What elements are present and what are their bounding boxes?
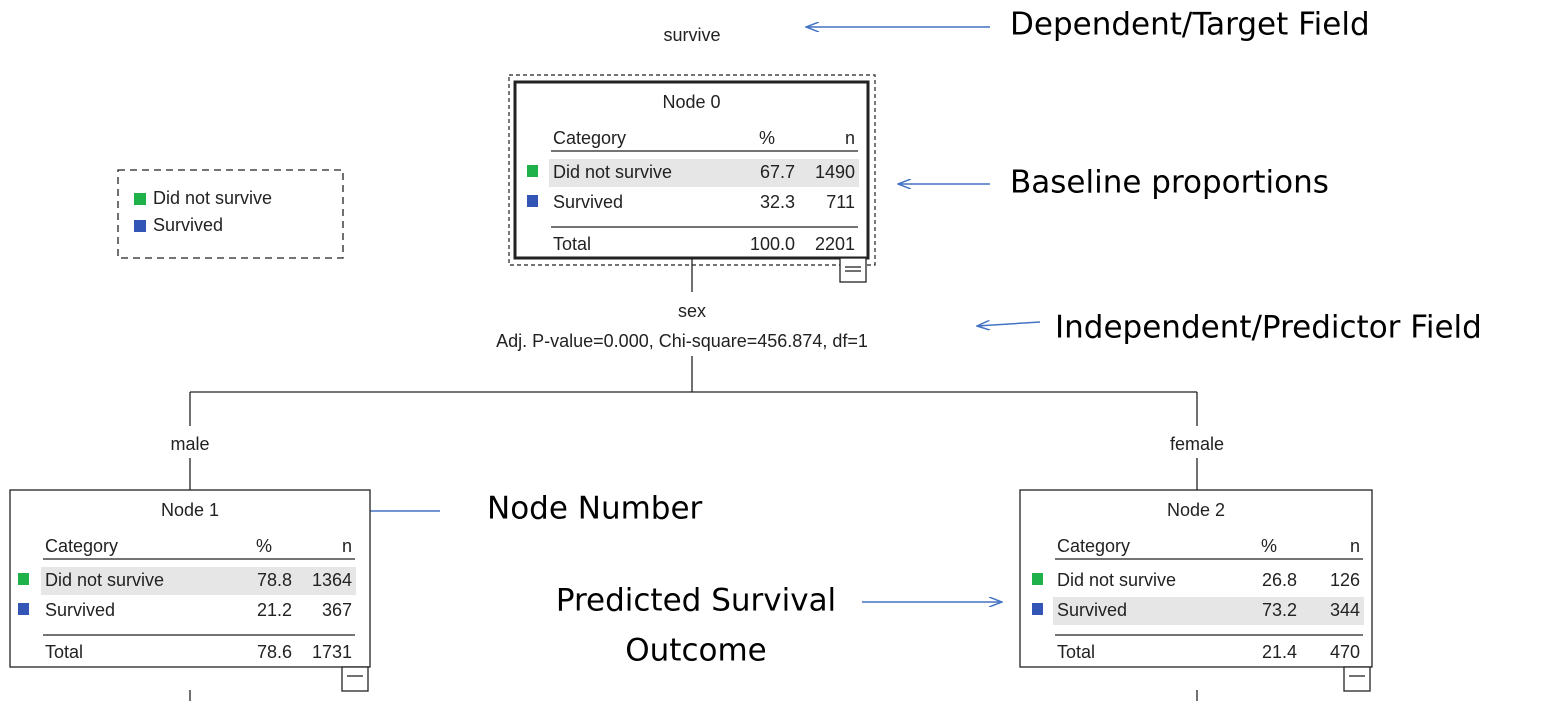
table-cell: 21.4	[1262, 642, 1297, 662]
table-cell: 2201	[815, 234, 855, 254]
annotation: Node Number	[487, 491, 703, 527]
annotation: Baseline proportions	[1010, 165, 1329, 201]
node-title: Node 2	[1167, 500, 1225, 520]
header-cell: n	[845, 128, 855, 148]
table-cell: 78.8	[257, 570, 292, 590]
table-cell: Did not survive	[45, 570, 164, 590]
row-highlight	[41, 567, 356, 595]
table-cell: 470	[1330, 642, 1360, 662]
category-swatch	[1032, 573, 1043, 585]
split-field: sex	[678, 301, 706, 321]
table-cell: Total	[45, 642, 83, 662]
table-cell: 21.2	[257, 600, 292, 620]
category-swatch	[18, 603, 29, 615]
table-cell: 367	[322, 600, 352, 620]
table-cell: Total	[553, 234, 591, 254]
legend-swatch	[134, 220, 146, 232]
row-highlight	[549, 159, 859, 187]
legend-label: Survived	[153, 215, 223, 235]
table-cell: Survived	[1057, 600, 1127, 620]
node-title: Node 0	[662, 92, 720, 112]
table-cell: 711	[826, 192, 855, 212]
header-cell: Category	[1057, 536, 1130, 556]
table-cell: Survived	[45, 600, 115, 620]
legend-swatch	[134, 193, 146, 205]
table-cell: 126	[1330, 570, 1360, 590]
row-highlight	[1053, 597, 1364, 625]
branch-label: female	[1170, 434, 1224, 454]
node-title: Node 1	[161, 500, 219, 520]
table-cell: 100.0	[750, 234, 795, 254]
target-field: survive	[663, 25, 720, 45]
node-box	[1019, 489, 1373, 668]
annotation: Outcome	[625, 633, 766, 669]
annotation: Dependent/Target Field	[1010, 7, 1370, 43]
table-cell: 1490	[815, 162, 855, 182]
table-cell: 78.6	[257, 642, 292, 662]
header-cell: %	[256, 536, 272, 556]
header-cell: %	[759, 128, 775, 148]
header-cell: Category	[45, 536, 118, 556]
table-cell: 73.2	[1262, 600, 1297, 620]
annotation-arrow	[977, 322, 1041, 326]
legend-box	[117, 169, 344, 259]
table-cell: 67.7	[760, 162, 795, 182]
category-swatch	[18, 573, 29, 585]
category-swatch	[527, 195, 538, 207]
table-cell: 1364	[312, 570, 352, 590]
table-cell: 26.8	[1262, 570, 1297, 590]
table-cell: 1731	[312, 642, 352, 662]
table-cell: Did not survive	[553, 162, 672, 182]
collapse-toggle[interactable]	[839, 257, 867, 283]
table-cell: 32.3	[760, 192, 795, 212]
annotation: Predicted Survival	[556, 583, 836, 619]
header-cell: n	[1350, 536, 1360, 556]
category-swatch	[1032, 603, 1043, 615]
node-selection	[508, 74, 876, 266]
table-cell: Did not survive	[1057, 570, 1176, 590]
header-cell: Category	[553, 128, 626, 148]
collapse-toggle[interactable]	[1343, 666, 1371, 692]
legend-label: Did not survive	[153, 188, 272, 208]
table-cell: Total	[1057, 642, 1095, 662]
category-swatch	[527, 165, 538, 177]
split-stats: Adj. P-value=0.000, Chi-square=456.874, …	[496, 331, 868, 351]
header-cell: %	[1261, 536, 1277, 556]
table-cell: 344	[1330, 600, 1360, 620]
branch-label: male	[170, 434, 209, 454]
table-cell: Survived	[553, 192, 623, 212]
collapse-toggle[interactable]	[341, 666, 369, 692]
header-cell: n	[342, 536, 352, 556]
annotation: Independent/Predictor Field	[1055, 310, 1482, 346]
